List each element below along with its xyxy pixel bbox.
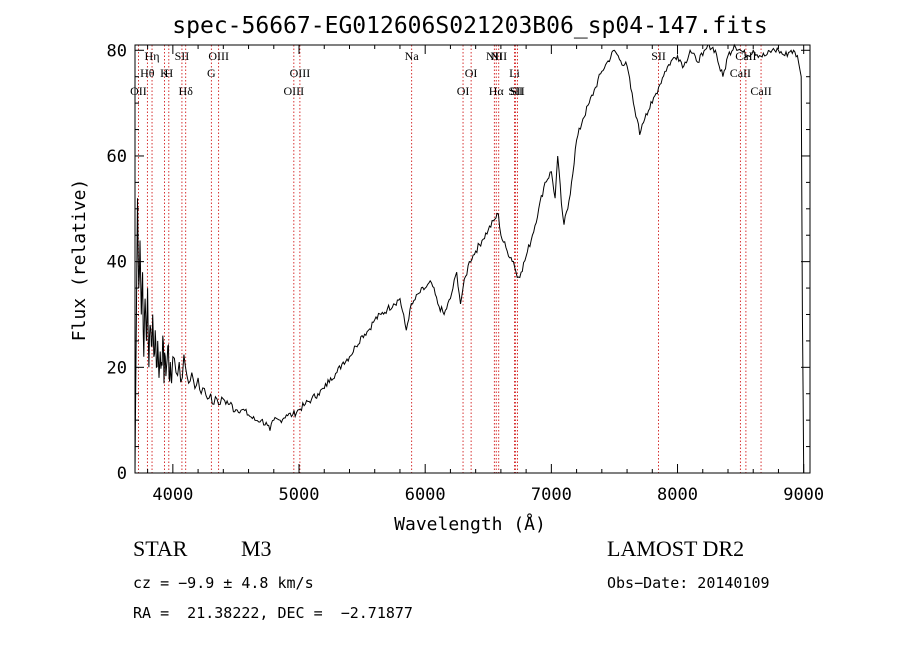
chart-title: spec-56667-EG012606S021203B06_sp04-147.f… xyxy=(172,13,767,39)
line-label-nii: NII xyxy=(490,49,507,63)
line-label-hδ: Hδ xyxy=(179,84,194,98)
y-tick-label: 0 xyxy=(117,464,127,484)
x-tick-label: 5000 xyxy=(279,485,320,505)
line-label-caii: CaII xyxy=(750,84,771,98)
y-axis-label: Flux (relative) xyxy=(69,179,90,342)
y-tick-label: 80 xyxy=(107,41,127,61)
line-label-oiii: OIII xyxy=(290,66,311,80)
x-tick-label: 9000 xyxy=(783,485,824,505)
line-label-li: Li xyxy=(509,66,520,80)
y-tick-label: 60 xyxy=(107,147,127,167)
line-label-sii: SII xyxy=(510,84,525,98)
line-label-oi: OI xyxy=(457,84,470,98)
emission-line-markers xyxy=(138,45,762,473)
line-label-oii: OII xyxy=(130,84,147,98)
coordinates: RA = 21.38222, DEC = −2.71877 xyxy=(133,604,413,622)
x-tick-label: 4000 xyxy=(152,485,193,505)
object-subclass: M3 xyxy=(241,536,272,561)
line-label-k: K xyxy=(160,66,169,80)
line-label-sii: SII xyxy=(508,84,523,98)
line-label-hη: Hη xyxy=(145,49,160,63)
line-label-oiii: OIII xyxy=(208,49,229,63)
survey-name: LAMOST DR2 xyxy=(607,536,745,561)
x-axis-label: Wavelength (Å) xyxy=(394,513,546,535)
y-tick-label: 20 xyxy=(107,358,127,378)
object-class: STAR xyxy=(133,536,188,561)
line-label-h: H xyxy=(164,66,173,80)
line-label-oiii: OIII xyxy=(284,84,305,98)
line-label-g: G xyxy=(207,66,216,80)
line-label-nii: NII xyxy=(486,49,503,63)
line-label-na: Na xyxy=(405,49,420,63)
plot-frame xyxy=(134,44,811,474)
x-tick-label: 7000 xyxy=(531,485,572,505)
line-label-caii: CaII xyxy=(730,66,751,80)
x-tick-label: 8000 xyxy=(657,485,698,505)
line-label-oi: OI xyxy=(465,66,478,80)
spectrum-line xyxy=(134,43,805,474)
observation-date: Obs−Date: 20140109 xyxy=(607,574,770,592)
line-label-hα: Hα xyxy=(489,84,505,98)
x-tick-label: 6000 xyxy=(405,485,446,505)
y-tick-label: 40 xyxy=(107,253,127,273)
line-label-sii: SII xyxy=(175,49,190,63)
emission-line-labels: OIIHθHηKHSIIHδGOIIIOIIIOIIINaOIOINIIHαNI… xyxy=(130,49,772,98)
line-label-sii: SII xyxy=(651,49,666,63)
line-label-hθ: Hθ xyxy=(140,66,155,80)
axis-ticks: 4000 5000 6000 7000 8000 9000 0 20 40 60 80 xyxy=(107,41,825,505)
redshift-cz: cz = −9.9 ± 4.8 km/s xyxy=(133,574,314,592)
